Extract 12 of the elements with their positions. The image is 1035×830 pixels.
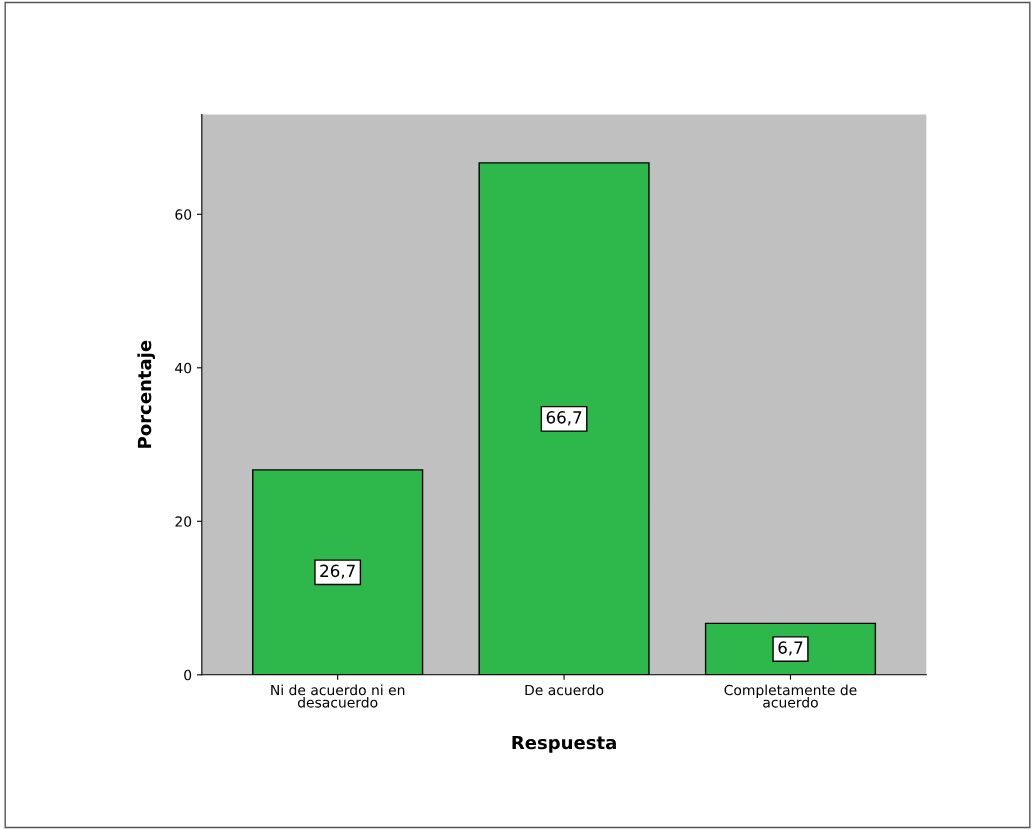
data-label: 6,7 <box>778 641 803 656</box>
x-tick-label: Ni de acuerdo ni en desacuerdo <box>271 684 405 708</box>
y-tick-label: 40 <box>175 362 192 374</box>
x-tick-label: Completamente de acuerdo <box>724 684 857 708</box>
y-tick-label: 20 <box>175 516 192 527</box>
y-axis-title: Porcentaje <box>137 340 155 448</box>
x-axis-title: Respuesta <box>512 735 616 753</box>
x-tick-label: De acuerdo <box>525 684 604 696</box>
data-label: 66,7 <box>546 411 582 426</box>
data-label: 26,7 <box>320 564 355 579</box>
y-tick-label: 60 <box>175 209 192 220</box>
y-tick-label: 0 <box>184 669 192 681</box>
